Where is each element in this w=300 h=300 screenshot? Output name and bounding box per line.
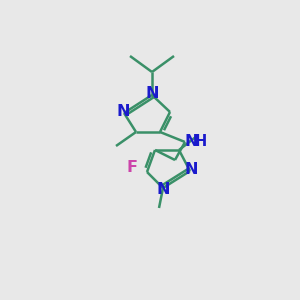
- Text: H: H: [195, 134, 207, 148]
- Text: N: N: [184, 134, 198, 148]
- Text: F: F: [127, 160, 137, 175]
- Text: N: N: [116, 104, 130, 119]
- Text: N: N: [145, 86, 159, 101]
- Text: N: N: [156, 182, 170, 196]
- Text: N: N: [184, 163, 198, 178]
